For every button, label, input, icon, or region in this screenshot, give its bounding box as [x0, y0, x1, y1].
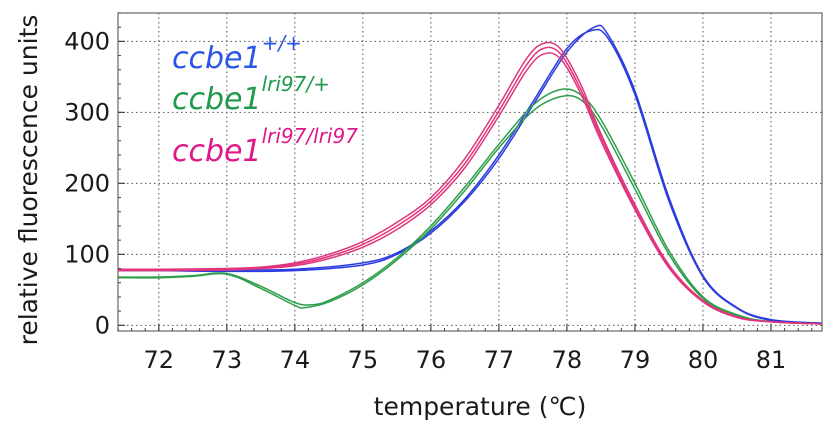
- x-tick-label: 74: [280, 346, 311, 374]
- x-tick-label: 79: [620, 346, 651, 374]
- series-line-0-rep-1: [118, 28, 823, 324]
- legend: ccbe1+/+ccbe1lri97/+ccbe1lri97/lri97: [172, 31, 358, 169]
- series-lines: [117, 24, 823, 325]
- legend-label-superscript: +/+: [262, 31, 302, 55]
- x-tick-label: 73: [212, 346, 243, 374]
- series-line-2-rep-2: [117, 52, 823, 325]
- legend-label-superscript: lri97/+: [262, 72, 330, 96]
- axis-ticks: 72 73 74 75 76 77 78 79 80 81 0 100 200 300 400: [64, 12, 813, 374]
- x-tick-label: 75: [348, 346, 379, 374]
- y-tick-label: 0: [95, 311, 110, 339]
- x-tick-label: 76: [416, 346, 447, 374]
- y-tick-label: 100: [64, 240, 110, 268]
- legend-label-superscript: lri97/lri97: [262, 124, 359, 148]
- plot-frame: [117, 12, 823, 332]
- legend-entry-2: ccbe1lri97/lri97: [172, 124, 358, 169]
- legend-label-base: ccbe1: [172, 82, 262, 117]
- legend-entry-0: ccbe1+/+: [172, 31, 302, 76]
- y-tick-label: 300: [64, 98, 110, 126]
- x-axis-label: temperature (℃): [374, 392, 587, 421]
- y-axis-label: relative fluorescence units: [14, 15, 43, 346]
- legend-label-base: ccbe1: [172, 41, 262, 76]
- x-tick-label: 81: [756, 346, 787, 374]
- series-line-1-rep-0: [117, 88, 823, 325]
- x-tick-label: 72: [144, 346, 175, 374]
- x-tick-label: 77: [484, 346, 515, 374]
- series-line-1-rep-1: [117, 94, 823, 325]
- x-tick-label: 78: [552, 346, 583, 374]
- x-tick-label: 80: [688, 346, 719, 374]
- y-tick-label: 400: [64, 27, 110, 55]
- y-tick-label: 200: [64, 169, 110, 197]
- legend-label-base: ccbe1: [172, 134, 262, 169]
- legend-entry-1: ccbe1lri97/+: [172, 72, 330, 117]
